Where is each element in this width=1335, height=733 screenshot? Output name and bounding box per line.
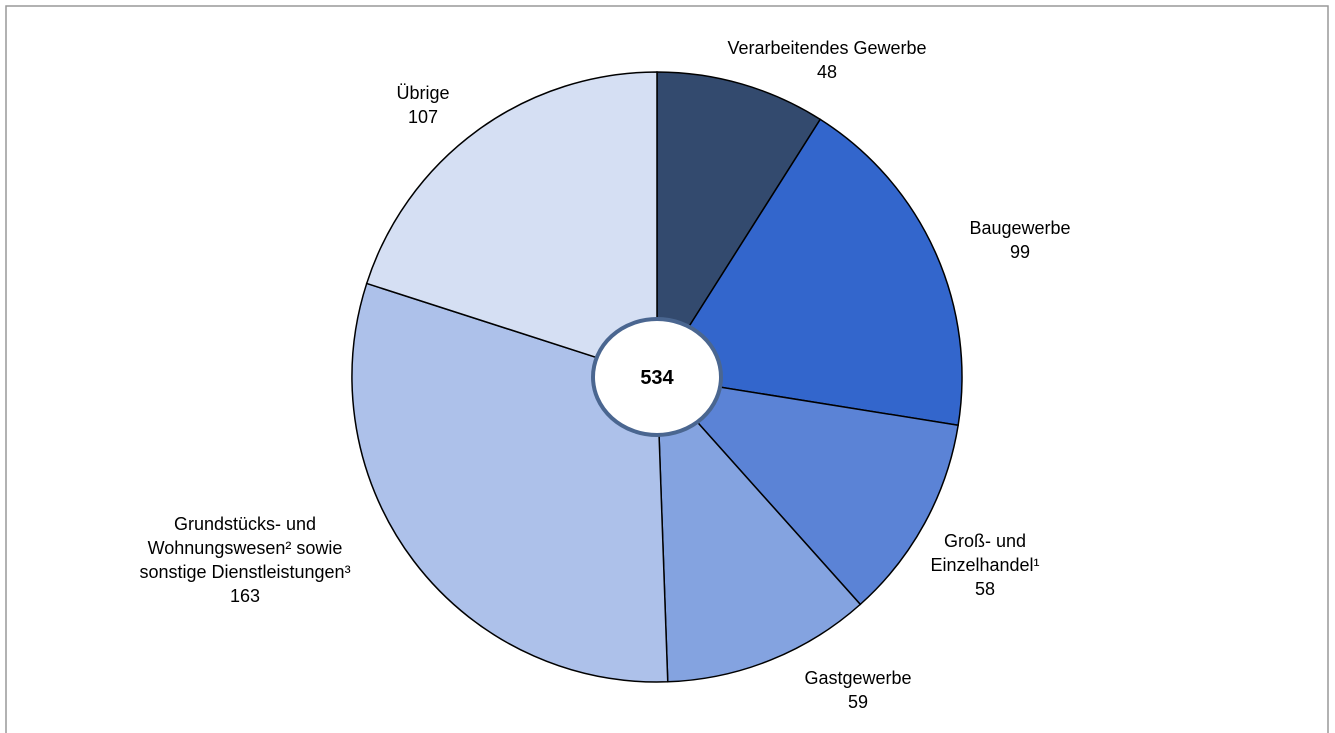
pie-slice — [365, 71, 658, 379]
value-label: 58 — [974, 579, 996, 599]
slice-label: Verarbeitendes Gewerbe 48 — [727, 36, 926, 84]
value-label: 59 — [847, 692, 869, 712]
center-circle — [591, 317, 723, 437]
total-label: 534 — [640, 367, 674, 389]
slice-label: Übrige 107 — [396, 81, 449, 129]
category-label: Grundstücks- und Wohnungswesen² sowie so… — [139, 514, 351, 582]
pie-slice — [656, 71, 822, 380]
pie-slice — [351, 282, 669, 683]
pie-slice — [655, 118, 963, 427]
slice-label: Baugewerbe 99 — [969, 216, 1070, 264]
category-label: Groß- und Einzelhandel¹ — [930, 531, 1040, 575]
value-label: 107 — [407, 107, 439, 127]
value-label: 48 — [816, 62, 838, 82]
value-label: 163 — [229, 586, 261, 606]
category-label: Verarbeitendes Gewerbe — [727, 38, 927, 58]
value-label: 99 — [1009, 242, 1031, 262]
pie-slice — [655, 375, 960, 606]
slice-label: Grundstücks- und Wohnungswesen² sowie so… — [139, 512, 350, 608]
category-label: Baugewerbe — [969, 218, 1071, 238]
pie-slice — [656, 374, 862, 683]
slice-label: Groß- und Einzelhandel¹ 58 — [930, 529, 1039, 601]
slice-label: Gastgewerbe 59 — [804, 666, 911, 714]
category-label: Gastgewerbe — [804, 668, 912, 688]
frame — [5, 5, 1329, 733]
category-label: Übrige — [396, 83, 450, 103]
